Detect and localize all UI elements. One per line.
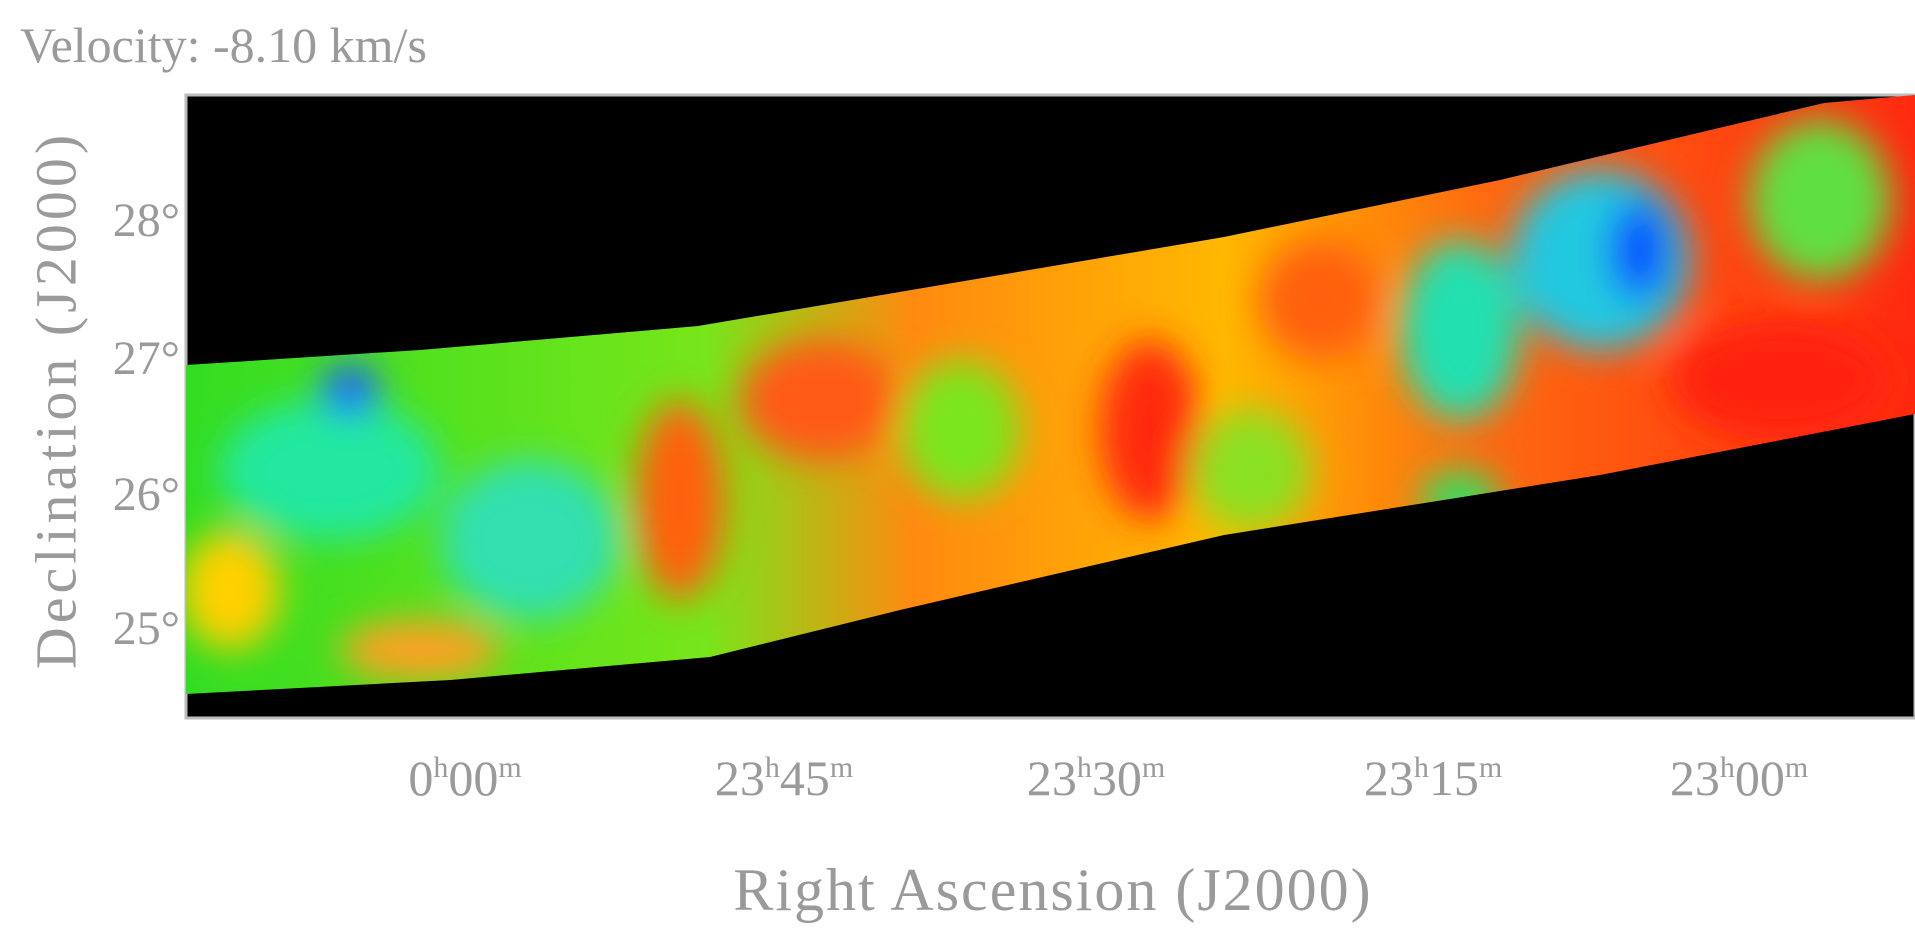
tick-number: 0 <box>408 750 433 806</box>
tick-unit: m <box>1142 751 1165 784</box>
x-tick-label: 0h00m <box>408 750 521 806</box>
y-tick-label: 27° <box>113 332 180 385</box>
tick-unit: h <box>1720 751 1735 784</box>
x-ticks: 0h00m 23h45m 23h30m 23h15m 23h00m <box>408 750 1808 806</box>
tick-unit: m <box>1479 751 1502 784</box>
tick-unit: m <box>498 751 521 784</box>
tick-number: 30 <box>1092 750 1142 806</box>
tick-number: 00 <box>1735 750 1785 806</box>
y-tick-label: 28° <box>113 194 180 247</box>
tick-unit: h <box>1077 751 1092 784</box>
x-tick-label: 23h00m <box>1670 750 1808 806</box>
y-tick-label: 25° <box>113 602 180 655</box>
y-axis-label: Declination (J2000) <box>23 131 88 669</box>
tick-number: 15 <box>1429 750 1479 806</box>
tick-number: 45 <box>780 750 830 806</box>
tick-unit: h <box>1414 751 1429 784</box>
title: Velocity: -8.10 km/s <box>20 17 427 73</box>
tick-unit: m <box>830 751 853 784</box>
x-tick-label: 23h15m <box>1364 750 1502 806</box>
tick-unit: h <box>765 751 780 784</box>
x-axis-label: Right Ascension (J2000) <box>733 857 1372 923</box>
y-ticks: 28° 27° 26° 25° <box>113 194 180 655</box>
tick-unit: h <box>433 751 448 784</box>
tick-number: 23 <box>1670 750 1720 806</box>
tick-unit: m <box>1785 751 1808 784</box>
y-tick-label: 26° <box>113 468 180 521</box>
tick-number: 23 <box>1027 750 1077 806</box>
tick-number: 00 <box>448 750 498 806</box>
tick-number: 23 <box>715 750 765 806</box>
tick-number: 23 <box>1364 750 1414 806</box>
x-tick-label: 23h30m <box>1027 750 1165 806</box>
x-tick-label: 23h45m <box>715 750 853 806</box>
